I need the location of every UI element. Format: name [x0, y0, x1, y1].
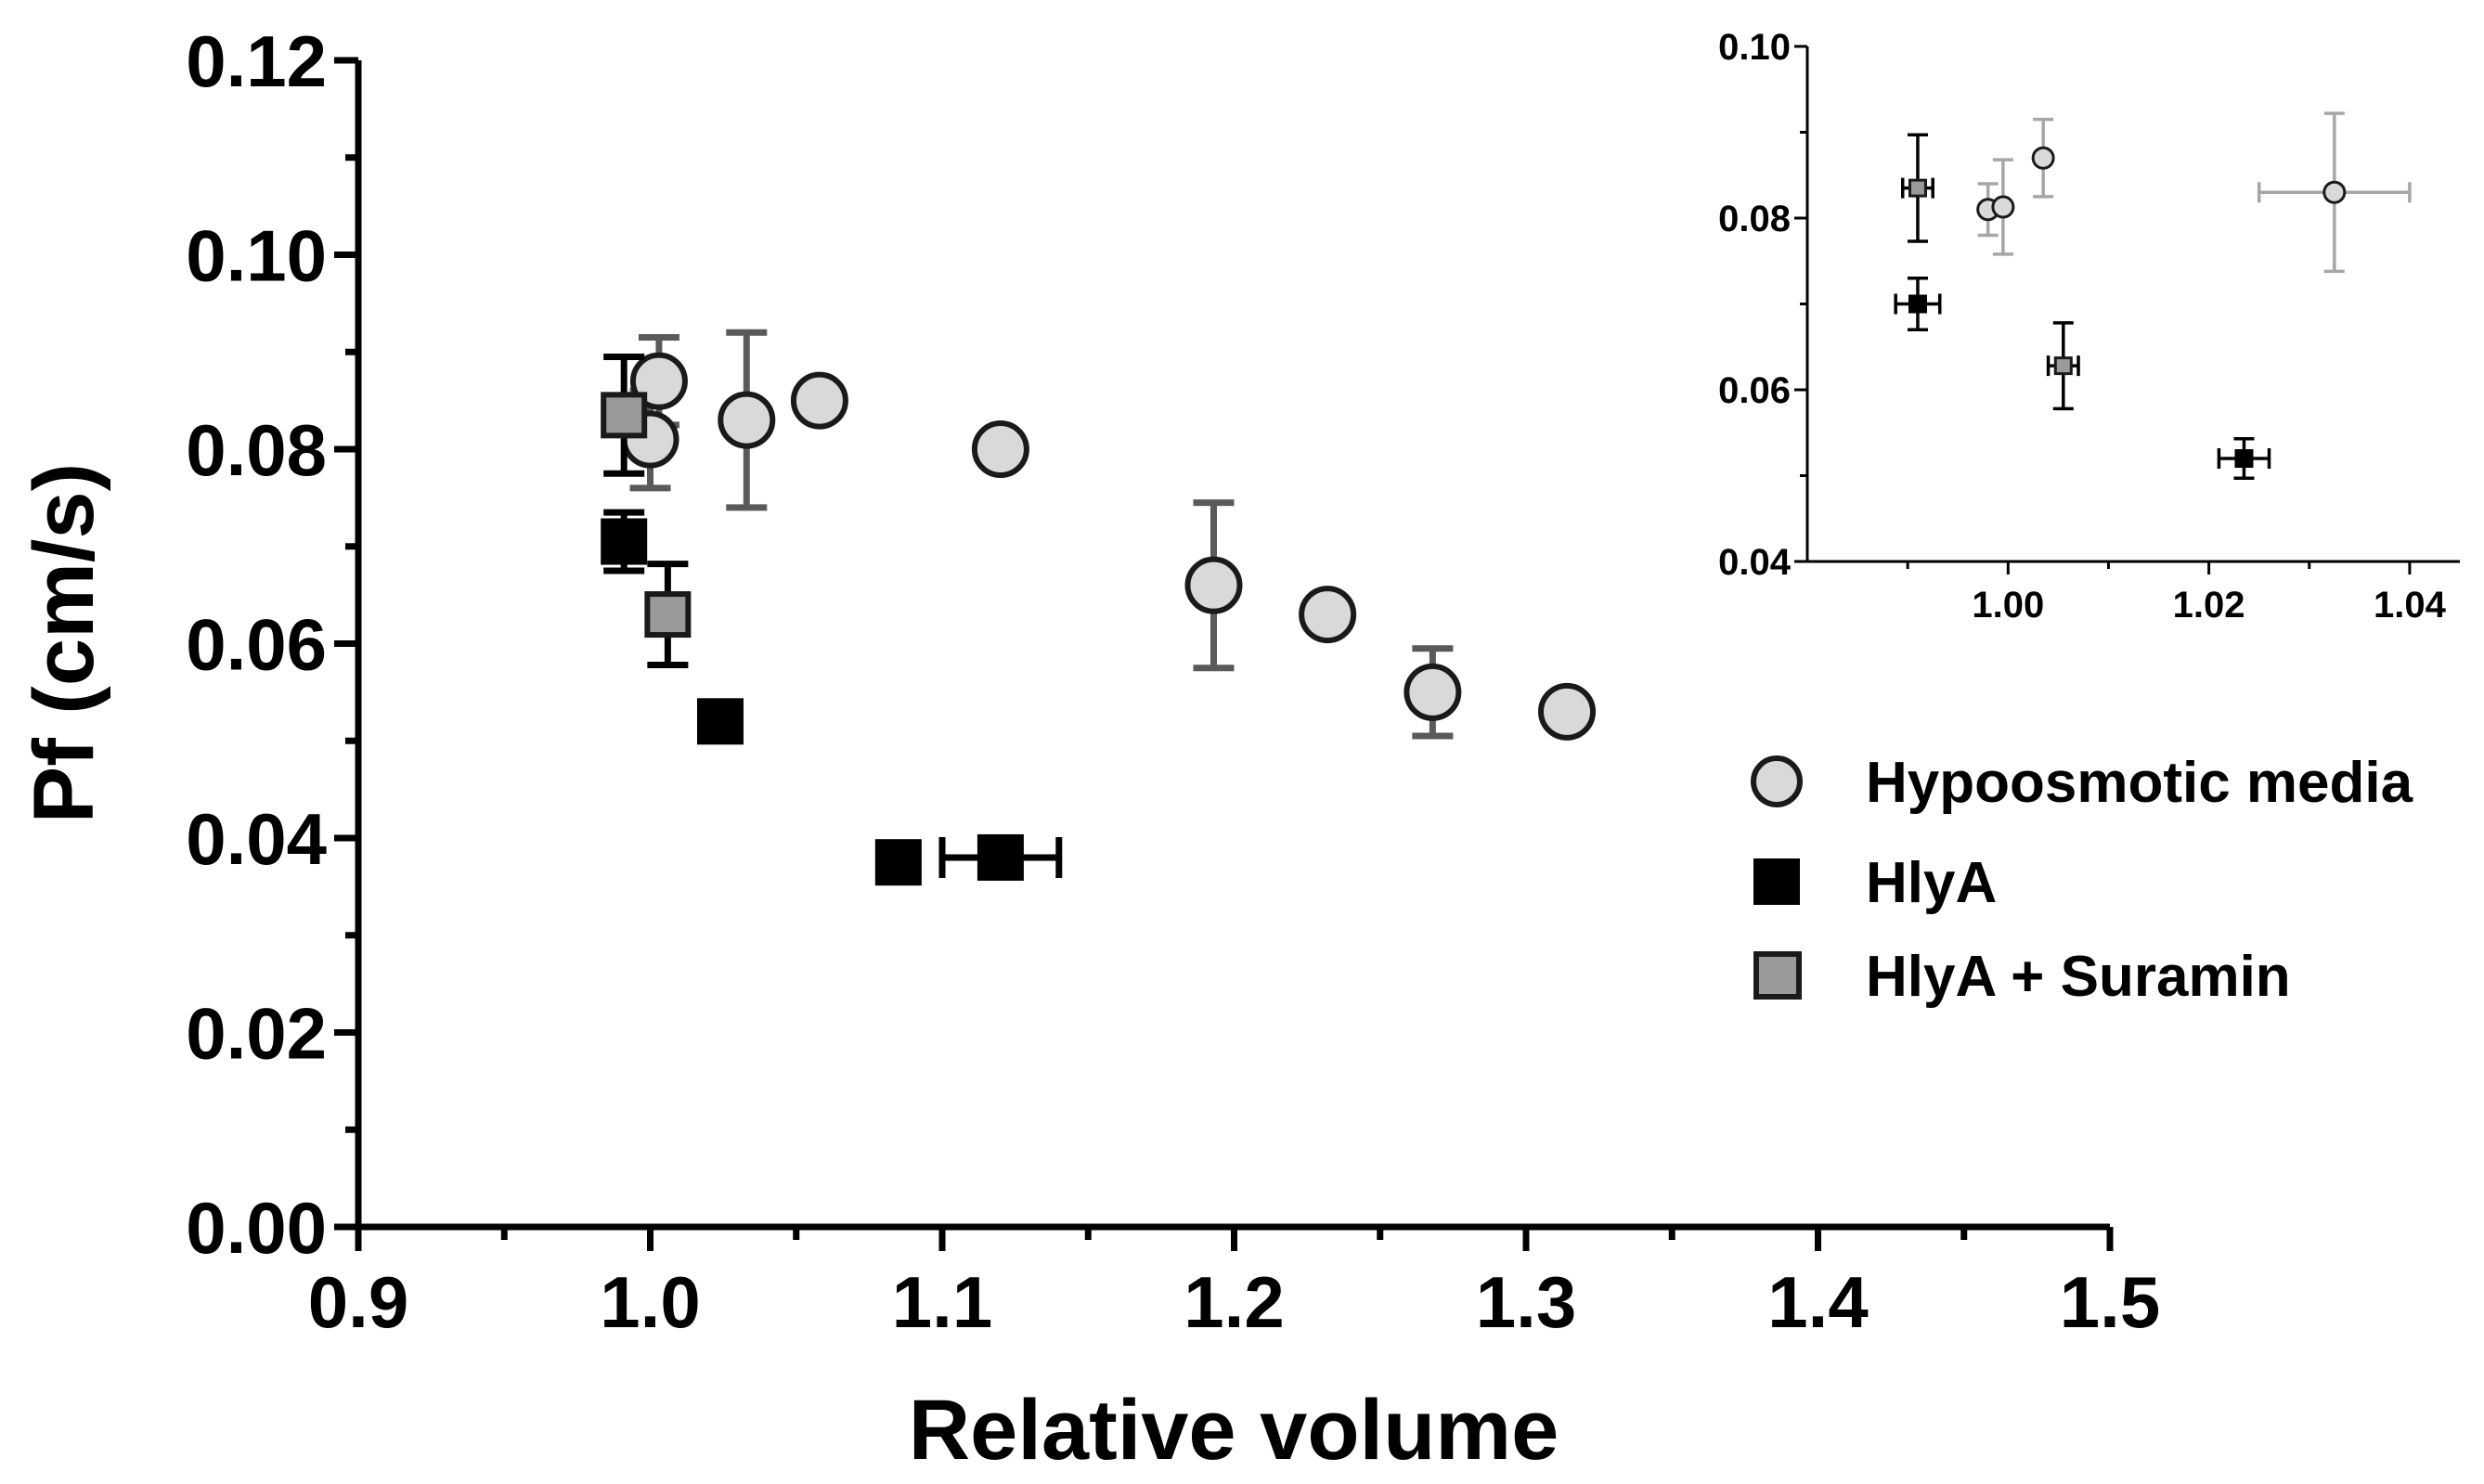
legend-marker-circle [1751, 755, 1803, 807]
main-y-tick-label: 0.00 [186, 1187, 327, 1269]
legend-item-hlya: HlyA [1753, 851, 1997, 915]
main-point-hypoosmotic-media [1538, 682, 1597, 741]
inset-y-ticks: 0.04 0.06 0.08 0.10 [1718, 27, 1807, 583]
main-point-hypoosmotic-media [971, 420, 1029, 478]
main-series-hlya-suramin [601, 353, 692, 669]
main-x-ticks: 0.9 1.0 1.1 1.2 1.3 1.4 1.5 [308, 1227, 2160, 1343]
main-point-hlya-suramin [601, 392, 648, 439]
main-y-tick-label: 0.08 [186, 409, 327, 491]
main-point-hypoosmotic-media [1404, 663, 1462, 721]
main-point-hypoosmotic-media [718, 391, 776, 449]
inset-data-points [1894, 111, 2412, 481]
inset-x-ticks: 1.00 1.02 1.04 [1906, 561, 2447, 626]
inset-point-hypoosmotic-media [1991, 195, 2015, 219]
inset-x-tick-label: 1.00 [1972, 585, 2044, 626]
inset-series-hypoosmotic-media [1976, 111, 2412, 274]
inset-point-hlya [1908, 294, 1927, 314]
main-y-tick-label: 0.02 [186, 993, 327, 1075]
legend-marker-black-square [1753, 858, 1800, 905]
main-x-tick-label: 1.3 [1476, 1261, 1576, 1343]
main-point-hlya [874, 839, 922, 886]
x-axis-title: Relative volume [909, 1383, 1559, 1478]
y-axis-title: Pf (cm/s) [17, 463, 111, 824]
legend-marker-gray-square [1753, 951, 1802, 1000]
inset-point-hypoosmotic-media [2031, 146, 2055, 170]
main-x-tick-label: 1.5 [2060, 1261, 2160, 1343]
main-y-tick-label: 0.10 [186, 215, 327, 297]
main-x-tick-label: 1.4 [1767, 1261, 1868, 1343]
inset-point-hlya-suramin [2053, 356, 2073, 376]
legend-label-hlya-suramin: HlyA + Suramin [1866, 945, 2291, 1009]
main-x-tick-label: 1.0 [600, 1261, 700, 1343]
main-point-hypoosmotic-media [1299, 586, 1357, 644]
main-x-tick-label: 1.1 [892, 1261, 992, 1343]
legend-item-hypoosmotic: Hypoosmotic media [1751, 751, 2413, 815]
inset-x-tick-label: 1.04 [2374, 585, 2447, 626]
main-chart: 0.9 1.0 1.1 1.2 1.3 1.4 1.5 0.000.020.040.060.… [17, 20, 2160, 1478]
inset-series-hlya [1894, 277, 2271, 481]
inset-point-hlya-suramin [1908, 178, 1927, 198]
main-point-hlya [977, 833, 1024, 881]
main-point-hypoosmotic-media [790, 371, 848, 430]
inset-series-hlya-suramin [1900, 133, 2080, 411]
main-x-tick-label: 1.2 [1184, 1261, 1284, 1343]
main-y-tick-label: 0.04 [186, 798, 327, 880]
inset-point-hlya [2234, 449, 2254, 468]
legend-item-hlya-suramin: HlyA + Suramin [1753, 945, 2291, 1009]
inset-y-tick-label: 0.08 [1718, 199, 1791, 239]
main-point-hypoosmotic-media [1184, 556, 1243, 614]
inset-y-tick-label: 0.04 [1718, 542, 1792, 583]
main-point-hlya-suramin [644, 591, 692, 639]
inset-chart: 1.00 1.02 1.04 0.04 0.06 0.08 0.10 [1718, 27, 2460, 626]
legend-label-hlya: HlyA [1866, 851, 1997, 915]
main-point-hlya [601, 518, 648, 565]
main-y-ticks: 0.00 0.02 0.04 0.06 0.08 0.10 0.12 [186, 20, 358, 1269]
legend: Hypoosmotic media HlyA HlyA + Suramin [1751, 751, 2413, 1009]
main-point-hlya [696, 698, 744, 745]
main-y-tick-label: 0.06 [186, 604, 327, 686]
inset-y-tick-label: 0.10 [1718, 27, 1791, 68]
main-x-tick-label: 0.9 [308, 1261, 408, 1343]
legend-label-hypoosmotic: Hypoosmotic media [1866, 751, 2413, 815]
inset-y-tick-label: 0.06 [1718, 370, 1791, 411]
inset-x-tick-label: 1.02 [2173, 585, 2245, 626]
main-series-hypoosmotic-media [621, 329, 1597, 741]
main-series-hlya [601, 509, 1063, 886]
main-y-tick-label: 0.12 [186, 20, 327, 102]
main-data-points [601, 329, 1597, 886]
inset-point-hypoosmotic-media [2322, 180, 2347, 204]
